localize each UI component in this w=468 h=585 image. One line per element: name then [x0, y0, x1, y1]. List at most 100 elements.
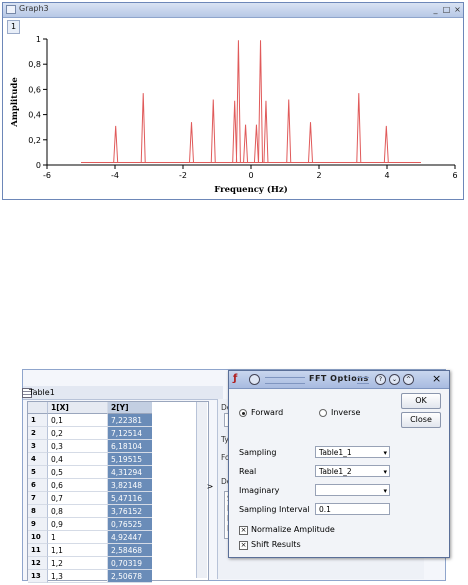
maximize-button[interactable]: ^	[403, 374, 414, 385]
close-icon[interactable]: ×	[432, 372, 442, 385]
inverse-radio[interactable]	[319, 409, 327, 417]
minimize-button[interactable]: _	[433, 5, 438, 14]
spectrum-peak	[189, 122, 194, 163]
normalize-amplitude-checkbox[interactable]: ×	[239, 526, 248, 535]
real-label: Real	[239, 467, 257, 476]
table-cell-y[interactable]: 4,31294	[108, 466, 152, 479]
dialog-menu-icon[interactable]	[249, 374, 260, 385]
table-cell-x[interactable]: 0,7	[48, 492, 108, 505]
table-cell-x[interactable]: 1,3	[48, 570, 108, 583]
imaginary-label: Imaginary	[239, 486, 280, 495]
spectrum-peak	[210, 99, 216, 163]
table-cell-y[interactable]: 6,18104	[108, 440, 152, 453]
table-cell-y[interactable]: 4,92447	[108, 531, 152, 544]
table-cell-y[interactable]: 3,76152	[108, 505, 152, 518]
table-cell-x[interactable]: 0,3	[48, 440, 108, 453]
table-cell-y[interactable]: 2,58468	[108, 544, 152, 557]
expand-button[interactable]: >	[206, 482, 214, 491]
y-tick-label: 0,8	[28, 60, 41, 69]
spectrum-peak	[113, 125, 119, 163]
row-header[interactable]: 13	[28, 570, 48, 583]
spectrum-peak	[232, 100, 238, 163]
real-select[interactable]: Table1_2 ▾	[315, 465, 390, 477]
corner-header[interactable]	[28, 402, 48, 414]
row-header[interactable]: 1	[28, 414, 48, 427]
x-tick-label: -6	[43, 171, 51, 180]
row-header[interactable]: 4	[28, 453, 48, 466]
row-header[interactable]: 6	[28, 479, 48, 492]
y-tick-label: 0,4	[28, 111, 41, 120]
graph-window-icon	[6, 5, 16, 14]
maximize-button[interactable]: □	[442, 5, 451, 14]
y-axis-label: Amplitude	[10, 77, 20, 128]
pane-label-1: De	[221, 403, 232, 412]
close-button[interactable]: ×	[454, 5, 461, 14]
table-cell-x[interactable]: 0,1	[48, 414, 108, 427]
spectrum-peak	[140, 93, 146, 163]
fft-plot: -6 -4 -2 0 2 4 6 0 0,2 0,4 0,6 0,8 1 Frequency (Hz) Am…	[10, 35, 458, 195]
spectrum-peak	[235, 40, 241, 163]
vertical-scrollbar[interactable]	[196, 402, 207, 578]
dialog-app-icon: ƒ	[233, 373, 238, 384]
table-cell-y[interactable]: 5,19515	[108, 453, 152, 466]
shade-button[interactable]: ⌄	[389, 374, 400, 385]
titlebar-grip-left	[265, 377, 305, 384]
table-cell-y[interactable]: 5,47116	[108, 492, 152, 505]
layer-tab[interactable]: 1	[7, 20, 20, 34]
table-cell-y[interactable]: 7,12514	[108, 427, 152, 440]
table-cell-y[interactable]: 0,70319	[108, 557, 152, 570]
shift-results-checkbox[interactable]: ×	[239, 541, 248, 550]
spectrum-peak	[286, 99, 292, 163]
imaginary-select[interactable]: ▾	[315, 484, 390, 496]
table-cell-x[interactable]: 1,1	[48, 544, 108, 557]
table-cell-x[interactable]: 0,9	[48, 518, 108, 531]
row-header[interactable]: 9	[28, 518, 48, 531]
spectrum-peak	[258, 40, 264, 163]
table-cell-x[interactable]: 1	[48, 531, 108, 544]
row-header[interactable]: 10	[28, 531, 48, 544]
spectrum-peak	[308, 122, 313, 163]
graph-window-title: Graph3	[19, 4, 49, 13]
close-button[interactable]: Close	[401, 412, 441, 428]
table-cell-x[interactable]: 0,5	[48, 466, 108, 479]
pane-label-2: Typ	[221, 435, 234, 444]
dialog-titlebar[interactable]: ƒ FFT Options ? ⌄ ^ ×	[229, 371, 449, 389]
column-header-x[interactable]: 1[X]	[48, 402, 108, 414]
chevron-down-icon: ▾	[383, 487, 387, 495]
graph-titlebar[interactable]: Graph3 _ □ ×	[3, 3, 463, 18]
data-grid[interactable]: 1[X] 2[Y] 1 0,1 7,22381 2 0,2 7,12514 3 0,3 6,18…	[27, 401, 209, 583]
dialog-title: FFT Options	[309, 374, 369, 383]
table-cell-x[interactable]: 0,4	[48, 453, 108, 466]
table-title: Table1	[29, 388, 55, 397]
row-header[interactable]: 11	[28, 544, 48, 557]
row-header[interactable]: 2	[28, 427, 48, 440]
y-tick-label: 0,2	[28, 136, 41, 145]
table-cell-y[interactable]: 0,76525	[108, 518, 152, 531]
row-header[interactable]: 7	[28, 492, 48, 505]
table-cell-y[interactable]: 7,22381	[108, 414, 152, 427]
sampling-interval-input[interactable]: 0.1	[315, 503, 390, 515]
spectrum-peak	[243, 124, 249, 163]
table-cell-y[interactable]: 2,50678	[108, 570, 152, 583]
y-tick-label: 0	[36, 161, 41, 170]
pane-label-3: Fo	[221, 453, 230, 462]
row-header[interactable]: 8	[28, 505, 48, 518]
spectrum-peak	[253, 124, 259, 163]
spectrum-peak	[383, 125, 389, 163]
ok-button[interactable]: OK	[401, 393, 441, 409]
table-cell-x[interactable]: 0,2	[48, 427, 108, 440]
table-tabbar[interactable]: Table1	[22, 386, 223, 400]
help-button[interactable]: ?	[375, 374, 386, 385]
row-header[interactable]: 5	[28, 466, 48, 479]
sampling-select[interactable]: Table1_1 ▾	[315, 446, 390, 458]
forward-radio[interactable]	[239, 409, 247, 417]
row-header[interactable]: 3	[28, 440, 48, 453]
x-tick-label: 6	[452, 171, 457, 180]
table-cell-y[interactable]: 3,82148	[108, 479, 152, 492]
row-header[interactable]: 12	[28, 557, 48, 570]
table-cell-x[interactable]: 0,8	[48, 505, 108, 518]
table-cell-x[interactable]: 1,2	[48, 557, 108, 570]
column-header-y[interactable]: 2[Y]	[108, 402, 152, 414]
table-cell-x[interactable]: 0,6	[48, 479, 108, 492]
x-tick-label: -2	[179, 171, 187, 180]
